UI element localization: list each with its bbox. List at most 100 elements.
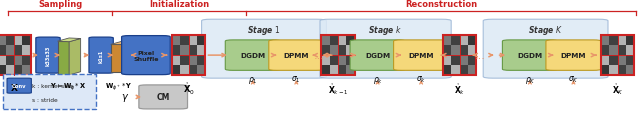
FancyBboxPatch shape	[483, 20, 608, 78]
Text: Stage $1$: Stage $1$	[247, 24, 281, 37]
Bar	[330, 35, 338, 46]
Bar	[189, 56, 197, 66]
Bar	[451, 46, 460, 56]
Bar	[22, 35, 31, 46]
Bar	[14, 66, 22, 76]
Bar	[6, 46, 14, 56]
Bar	[6, 66, 14, 76]
Bar	[172, 66, 180, 76]
Bar	[626, 66, 634, 76]
Bar	[14, 56, 22, 66]
Text: $\rho_K$: $\rho_K$	[525, 74, 535, 85]
Bar	[609, 46, 618, 56]
Text: ...: ...	[475, 51, 485, 61]
Bar	[189, 66, 197, 76]
Polygon shape	[58, 39, 81, 42]
Bar	[172, 56, 180, 66]
Bar	[451, 46, 460, 56]
Bar	[189, 35, 197, 46]
FancyBboxPatch shape	[225, 41, 280, 71]
Bar	[460, 66, 468, 76]
Bar	[626, 66, 634, 76]
Bar	[6, 35, 14, 46]
Bar	[460, 56, 468, 66]
Bar	[330, 46, 338, 56]
Bar	[346, 66, 355, 76]
Bar	[0, 56, 6, 66]
Bar	[6, 56, 14, 66]
Bar	[346, 35, 355, 46]
Bar	[321, 66, 330, 76]
Bar	[346, 66, 355, 76]
FancyBboxPatch shape	[350, 41, 405, 71]
Bar	[0, 66, 6, 76]
Bar	[601, 35, 609, 46]
Bar	[443, 46, 451, 56]
Bar	[321, 35, 330, 46]
Bar	[22, 56, 31, 66]
Bar	[6, 46, 14, 56]
Bar	[609, 35, 618, 46]
Text: Conv: Conv	[12, 83, 26, 88]
FancyBboxPatch shape	[89, 38, 113, 73]
Bar	[609, 46, 618, 56]
Text: $\mathbf{W}_{\phi^+}*\mathbf{Y}$: $\mathbf{W}_{\phi^+}*\mathbf{Y}$	[105, 81, 133, 93]
Bar	[197, 35, 205, 46]
Bar	[468, 66, 476, 76]
Text: Initialization: Initialization	[149, 0, 209, 9]
Bar	[460, 56, 468, 66]
Text: DGDM: DGDM	[517, 53, 543, 59]
Text: Sampling: Sampling	[38, 0, 83, 9]
Bar	[443, 56, 451, 66]
Text: DPMM: DPMM	[561, 53, 586, 59]
Bar	[601, 56, 609, 66]
FancyBboxPatch shape	[502, 41, 557, 71]
Bar	[626, 56, 634, 66]
Bar	[346, 35, 355, 46]
Text: Stage $k$: Stage $k$	[369, 24, 403, 37]
Bar	[14, 46, 22, 56]
Text: Stage $K$: Stage $K$	[528, 24, 563, 37]
Text: k1s1: k1s1	[99, 49, 104, 62]
Bar	[180, 56, 189, 66]
Bar	[197, 46, 205, 56]
Text: s : stride: s : stride	[32, 97, 58, 102]
Text: $\gamma$: $\gamma$	[121, 91, 129, 103]
FancyBboxPatch shape	[122, 36, 170, 75]
Bar	[338, 46, 346, 56]
FancyBboxPatch shape	[7, 78, 31, 93]
Bar	[172, 66, 180, 76]
Bar	[330, 66, 338, 76]
Polygon shape	[122, 42, 134, 72]
Text: $\mathring{\mathbf{X}}_0$: $\mathring{\mathbf{X}}_0$	[183, 81, 195, 96]
Bar	[468, 35, 476, 46]
Bar	[0, 35, 6, 46]
Bar	[22, 66, 31, 76]
FancyBboxPatch shape	[3, 74, 96, 109]
Bar	[346, 56, 355, 66]
Bar	[14, 35, 22, 46]
Text: DPMM: DPMM	[408, 53, 434, 59]
Bar	[346, 46, 355, 56]
Bar	[172, 35, 180, 46]
Bar	[443, 35, 451, 46]
Bar	[0, 46, 6, 56]
Bar	[180, 46, 189, 56]
Text: Pixel
Shuffle: Pixel Shuffle	[133, 50, 159, 61]
Bar	[468, 46, 476, 56]
Text: $\rho_1$: $\rho_1$	[248, 74, 258, 85]
Bar	[618, 56, 626, 66]
Bar	[609, 66, 618, 76]
Text: $\sigma_1$: $\sigma_1$	[291, 74, 301, 85]
FancyBboxPatch shape	[320, 20, 451, 78]
Bar	[189, 56, 197, 66]
Bar	[321, 46, 330, 56]
Text: ...: ...	[314, 51, 324, 61]
Bar	[468, 56, 476, 66]
Bar	[460, 46, 468, 56]
Bar	[601, 66, 609, 76]
Bar	[22, 35, 31, 46]
Text: k : kernel size: k : kernel size	[32, 83, 73, 88]
Bar	[443, 66, 451, 76]
Text: DGDM: DGDM	[365, 53, 390, 59]
